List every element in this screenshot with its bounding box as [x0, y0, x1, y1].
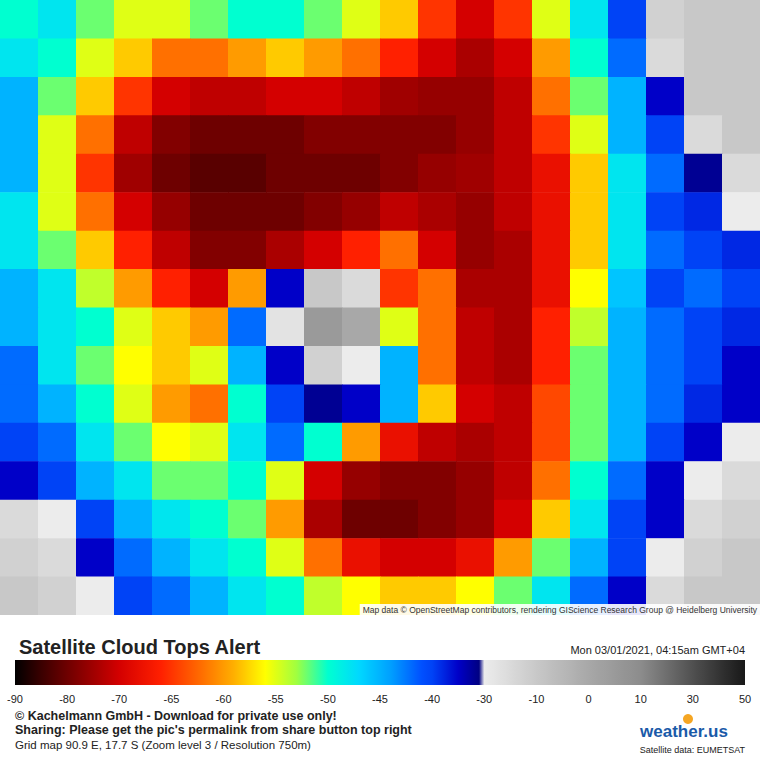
svg-text:Map data © OpenStreetMap contr: Map data © OpenStreetMap contributors, r… [363, 605, 758, 615]
svg-text:Mon 03/01/2021, 04:15am GMT+04: Mon 03/01/2021, 04:15am GMT+04 [570, 644, 745, 656]
svg-text:30: 30 [687, 693, 699, 705]
svg-text:© Kachelmann GmbH - Download f: © Kachelmann GmbH - Download for private… [15, 709, 337, 723]
svg-text:-80: -80 [59, 693, 75, 705]
svg-text:-70: -70 [111, 693, 127, 705]
svg-text:-40: -40 [424, 693, 440, 705]
svg-text:-65: -65 [163, 693, 179, 705]
svg-text:-55: -55 [268, 693, 284, 705]
svg-text:weather.us: weather.us [639, 722, 728, 741]
svg-text:Grid map 90.9 E, 17.7 S (Zoom: Grid map 90.9 E, 17.7 S (Zoom level 3 / … [15, 739, 311, 751]
svg-text:-90: -90 [7, 693, 23, 705]
svg-text:-60: -60 [216, 693, 232, 705]
svg-text:-30: -30 [476, 693, 492, 705]
svg-text:Satellite Cloud Tops Alert: Satellite Cloud Tops Alert [19, 636, 260, 658]
svg-text:Sharing: Please get the pic's: Sharing: Please get the pic's permalink … [15, 723, 413, 737]
svg-text:50: 50 [739, 693, 751, 705]
svg-text:10: 10 [635, 693, 647, 705]
svg-text:-50: -50 [320, 693, 336, 705]
svg-text:0: 0 [586, 693, 592, 705]
svg-text:Satellite data: EUMETSAT: Satellite data: EUMETSAT [640, 745, 746, 755]
svg-text:-10: -10 [528, 693, 544, 705]
svg-text:-45: -45 [372, 693, 388, 705]
